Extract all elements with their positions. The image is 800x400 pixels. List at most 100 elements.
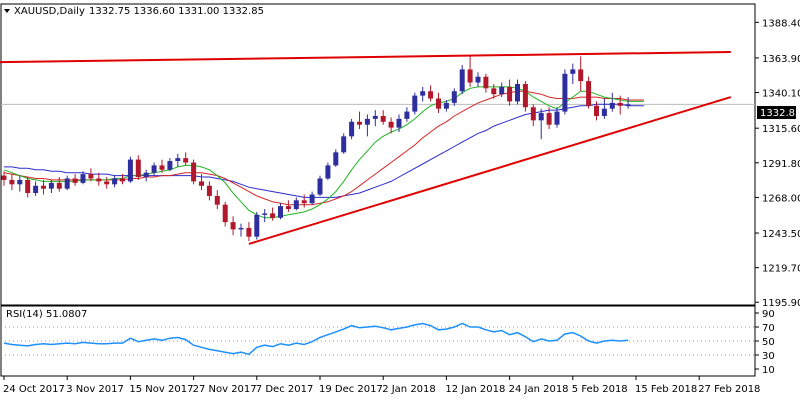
candle-body xyxy=(570,69,576,74)
candle-body xyxy=(483,76,489,89)
candle-body xyxy=(333,152,339,166)
price-tick-label: 1363.90 xyxy=(762,54,800,65)
candle-body xyxy=(554,111,560,125)
candle-body xyxy=(80,174,86,183)
date-tick-label: 27 Nov 2017 xyxy=(193,384,257,395)
date-tick-label: 5 Feb 2018 xyxy=(572,384,628,395)
rsi-tick-label: 90 xyxy=(762,309,775,320)
rsi-axis: 90 70 50 30 10 xyxy=(755,309,775,376)
symbol-label: XAUUSD,Daily xyxy=(14,6,85,17)
candle-body xyxy=(562,73,568,112)
candle-body xyxy=(191,162,197,182)
price-tick-label: 1291.80 xyxy=(762,159,800,170)
candle-body xyxy=(475,76,481,83)
candle-body xyxy=(199,181,204,186)
candle-body xyxy=(420,91,426,96)
price-tick-label: 1243.50 xyxy=(762,229,800,240)
price-tick-label: 1388.40 xyxy=(762,18,800,29)
candle-body xyxy=(380,115,386,122)
candle-body xyxy=(617,102,623,106)
moving-averages xyxy=(3,86,644,219)
candle-body xyxy=(9,179,15,185)
candle-body xyxy=(325,165,331,179)
ma-slow-line xyxy=(4,103,644,198)
symbol-dropdown-icon[interactable] xyxy=(4,9,10,13)
candle-body xyxy=(183,158,189,163)
candle-body xyxy=(285,206,291,210)
candle-body xyxy=(546,113,552,125)
trendline-resistance xyxy=(0,50,731,64)
date-tick-label: 2 Jan 2018 xyxy=(382,384,436,395)
rsi-tick-label: 70 xyxy=(762,323,775,334)
candle-body xyxy=(222,204,228,223)
candle-body xyxy=(262,213,268,215)
candle-body xyxy=(120,178,125,182)
candle-body xyxy=(538,113,544,121)
candle-body xyxy=(167,161,173,170)
candle-body xyxy=(507,86,513,102)
price-tick-label: 1315.60 xyxy=(762,124,800,135)
candle-body xyxy=(96,178,102,182)
candle-body xyxy=(459,69,465,92)
candle-body xyxy=(349,121,355,137)
rsi-line xyxy=(3,322,629,356)
candle-body xyxy=(214,195,220,205)
candle-body xyxy=(246,227,252,237)
date-tick-label: 15 Nov 2017 xyxy=(129,384,193,395)
candle-body xyxy=(127,159,133,182)
date-tick-label: 24 Oct 2017 xyxy=(3,384,65,395)
date-tick-label: 3 Nov 2017 xyxy=(66,384,124,395)
candle-body xyxy=(586,81,592,106)
candle-body xyxy=(364,118,370,125)
current-price-label: 1332.85 xyxy=(760,108,800,119)
candle-body xyxy=(396,118,402,128)
candle-body xyxy=(301,200,307,204)
candle-body xyxy=(625,104,631,106)
candle-body xyxy=(41,185,46,189)
candle-body xyxy=(443,102,449,109)
candle-body xyxy=(175,158,181,162)
candle-body xyxy=(372,115,378,119)
ohlc-values: 1332.75 1336.60 1331.00 1332.85 xyxy=(89,6,264,17)
candle-body xyxy=(467,69,473,83)
candle-body xyxy=(451,91,457,103)
candle-body xyxy=(230,222,236,230)
candle-body xyxy=(594,105,599,116)
trendline-support xyxy=(248,96,732,245)
date-axis: 24 Oct 2017 3 Nov 2017 15 Nov 2017 27 Nov 2… xyxy=(3,376,760,395)
price-tick-label: 1268.00 xyxy=(762,193,800,204)
candle-body xyxy=(88,174,94,179)
date-tick-label: 19 Dec 2017 xyxy=(319,384,383,395)
candle-body xyxy=(48,182,54,189)
rsi-tick-label: 30 xyxy=(762,351,775,362)
candle-body xyxy=(436,98,441,109)
candle-body xyxy=(499,86,505,95)
candle-body xyxy=(112,178,118,185)
price-tick-label: 1219.70 xyxy=(762,264,800,275)
candle-body xyxy=(515,83,520,102)
date-tick-label: 15 Feb 2018 xyxy=(635,384,697,395)
candle-body xyxy=(151,165,157,173)
candle-body xyxy=(530,107,536,121)
candle-body xyxy=(357,121,362,125)
candle-body xyxy=(341,136,347,153)
candle-body xyxy=(254,214,260,237)
candle-body xyxy=(317,178,323,195)
candle-body xyxy=(159,165,165,170)
candle-body xyxy=(64,178,70,189)
candle-body xyxy=(206,185,212,196)
candle-body xyxy=(491,88,497,95)
candle-body xyxy=(293,200,299,210)
candle-body xyxy=(17,179,23,185)
candle-body xyxy=(104,181,110,185)
candle-body xyxy=(601,108,607,116)
candle-body xyxy=(522,83,528,108)
candle-body xyxy=(388,121,394,128)
rsi-series-line xyxy=(3,322,629,356)
date-tick-label: 12 Jan 2018 xyxy=(445,384,505,395)
main-plot-frame xyxy=(0,3,756,306)
candle-body xyxy=(135,159,141,178)
candle-body xyxy=(270,213,276,218)
candle-body xyxy=(72,178,78,183)
